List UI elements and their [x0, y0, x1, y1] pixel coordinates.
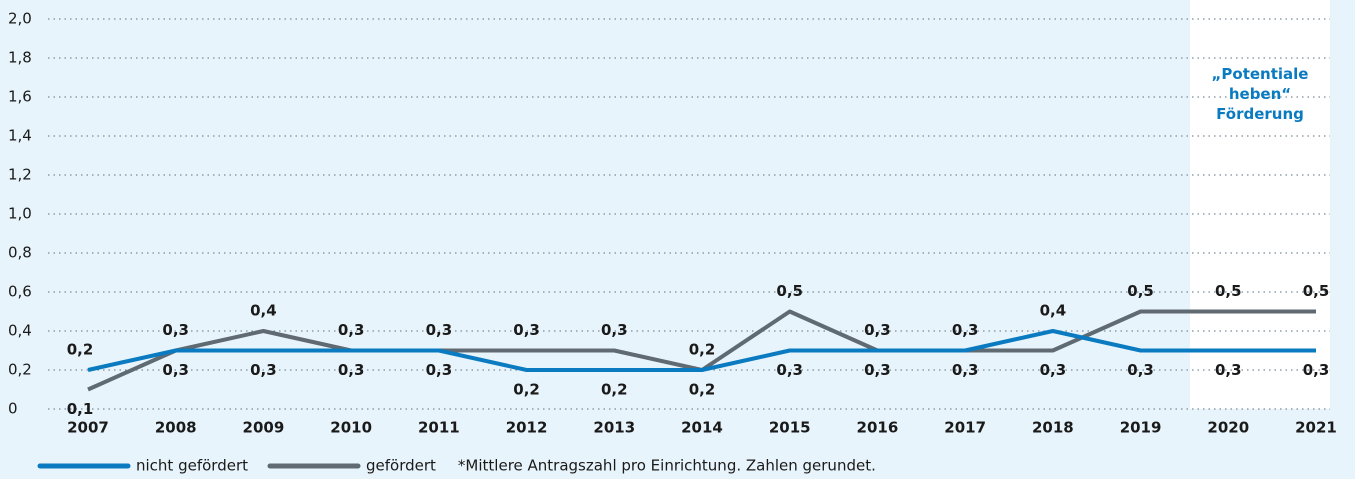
data-label: 0,3 [952, 321, 979, 339]
y-tick-label: 1,2 [8, 166, 32, 184]
data-label: 0,3 [601, 321, 628, 339]
x-tick-label: 2011 [418, 419, 460, 437]
data-label: 0,3 [952, 361, 979, 379]
x-tick-label: 2015 [769, 419, 811, 437]
data-label: 0,3 [1215, 361, 1242, 379]
legend-label: nicht gefördert [136, 457, 248, 475]
data-label: 0,4 [1040, 302, 1067, 320]
data-label: 0,5 [1127, 282, 1154, 300]
x-tick-label: 2019 [1120, 419, 1162, 437]
y-tick-label: 1,8 [8, 49, 32, 67]
data-label: 0,4 [250, 302, 277, 320]
data-label: 0,3 [513, 321, 540, 339]
data-label: 0,3 [338, 361, 365, 379]
data-label: 0,3 [426, 361, 453, 379]
y-tick-label: 0,8 [8, 244, 32, 262]
data-label: 0,2 [689, 341, 716, 359]
y-tick-label: 0 [8, 400, 18, 418]
annotation: „Potentiale heben“ Förderung [1211, 65, 1309, 123]
footnote: *Mittlere Antragszahl pro Einrichtung. Z… [458, 457, 876, 475]
x-tick-label: 2017 [944, 419, 986, 437]
data-label: 0,1 [67, 400, 94, 418]
x-tick-label: 2013 [593, 419, 635, 437]
x-tick-label: 2007 [67, 419, 109, 437]
legend-label: gefördert [366, 457, 436, 475]
x-tick-label: 2010 [330, 419, 372, 437]
data-label: 0,3 [864, 361, 891, 379]
x-tick-label: 2008 [155, 419, 197, 437]
x-tick-label: 2016 [857, 419, 899, 437]
highlight-area [1190, 0, 1330, 409]
data-label: 0,5 [1303, 282, 1330, 300]
y-tick-label: 0,6 [8, 283, 32, 301]
data-label: 0,2 [601, 381, 628, 399]
x-tick-label: 2018 [1032, 419, 1074, 437]
data-label: 0,3 [1303, 361, 1330, 379]
y-tick-label: 0,4 [8, 322, 32, 340]
data-label: 0,3 [1040, 361, 1067, 379]
x-tick-label: 2020 [1207, 419, 1249, 437]
data-label: 0,3 [426, 321, 453, 339]
x-tick-label: 2012 [506, 419, 548, 437]
y-tick-label: 1,4 [8, 127, 32, 145]
data-label: 0,3 [1127, 361, 1154, 379]
series-line [87, 329, 1316, 372]
data-label: 0,3 [338, 321, 365, 339]
y-tick-label: 2,0 [8, 10, 32, 28]
data-label: 0,3 [162, 321, 189, 339]
data-label: 0,3 [776, 361, 803, 379]
data-label: 0,5 [776, 282, 803, 300]
x-tick-label: 2014 [681, 419, 723, 437]
data-label: 0,2 [513, 381, 540, 399]
data-label: 0,5 [1215, 282, 1242, 300]
data-label: 0,3 [864, 321, 891, 339]
y-tick-label: 1,6 [8, 88, 32, 106]
data-label: 0,2 [67, 341, 94, 359]
data-label: 0,2 [689, 381, 716, 399]
y-tick-label: 0,2 [8, 361, 32, 379]
x-tick-label: 2009 [243, 419, 285, 437]
data-label: 0,3 [250, 361, 277, 379]
x-tick-label: 2021 [1295, 419, 1337, 437]
data-label: 0,3 [162, 361, 189, 379]
y-tick-label: 1,0 [8, 205, 32, 223]
